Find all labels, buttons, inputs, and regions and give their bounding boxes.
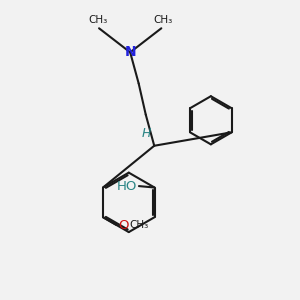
Text: CH₃: CH₃ bbox=[153, 15, 172, 26]
Text: CH₃: CH₃ bbox=[88, 15, 107, 26]
Text: HO: HO bbox=[116, 180, 137, 193]
Text: CH₃: CH₃ bbox=[129, 220, 148, 230]
Text: H: H bbox=[142, 127, 151, 140]
Text: O: O bbox=[118, 218, 128, 232]
Text: N: N bbox=[124, 45, 136, 59]
